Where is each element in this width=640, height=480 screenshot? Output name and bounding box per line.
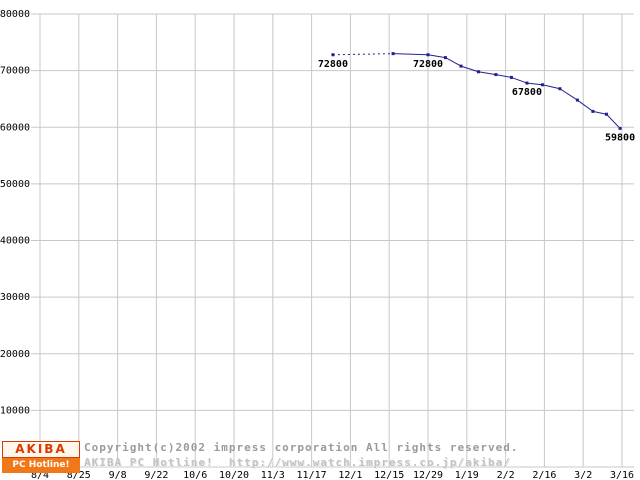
svg-text:72800: 72800 bbox=[413, 59, 443, 70]
svg-text:11/17: 11/17 bbox=[297, 470, 327, 480]
svg-text:10/20: 10/20 bbox=[219, 470, 249, 480]
svg-text:70000: 70000 bbox=[0, 66, 30, 77]
svg-text:30000: 30000 bbox=[0, 292, 30, 303]
svg-text:12/29: 12/29 bbox=[413, 470, 443, 480]
svg-text:10/6: 10/6 bbox=[183, 470, 207, 480]
svg-text:2/16: 2/16 bbox=[532, 470, 556, 480]
svg-text:9/22: 9/22 bbox=[144, 470, 168, 480]
svg-text:80000: 80000 bbox=[0, 9, 30, 20]
svg-text:3/16: 3/16 bbox=[610, 470, 634, 480]
svg-text:12/1: 12/1 bbox=[338, 470, 362, 480]
svg-text:1/19: 1/19 bbox=[455, 470, 479, 480]
svg-text:50000: 50000 bbox=[0, 179, 30, 190]
svg-text:72800: 72800 bbox=[318, 59, 348, 70]
svg-text:3/2: 3/2 bbox=[574, 470, 592, 480]
svg-text:67800: 67800 bbox=[512, 87, 542, 98]
svg-text:11/3: 11/3 bbox=[261, 470, 285, 480]
svg-text:60000: 60000 bbox=[0, 122, 30, 133]
svg-text:2/2: 2/2 bbox=[497, 470, 515, 480]
svg-text:8/4: 8/4 bbox=[31, 470, 49, 480]
svg-text:20000: 20000 bbox=[0, 349, 30, 360]
svg-text:59800: 59800 bbox=[605, 132, 635, 143]
svg-text:8/25: 8/25 bbox=[67, 470, 91, 480]
svg-text:10000: 10000 bbox=[0, 405, 30, 416]
svg-text:40000: 40000 bbox=[0, 236, 30, 247]
svg-text:9/8: 9/8 bbox=[109, 470, 127, 480]
svg-text:12/15: 12/15 bbox=[374, 470, 404, 480]
